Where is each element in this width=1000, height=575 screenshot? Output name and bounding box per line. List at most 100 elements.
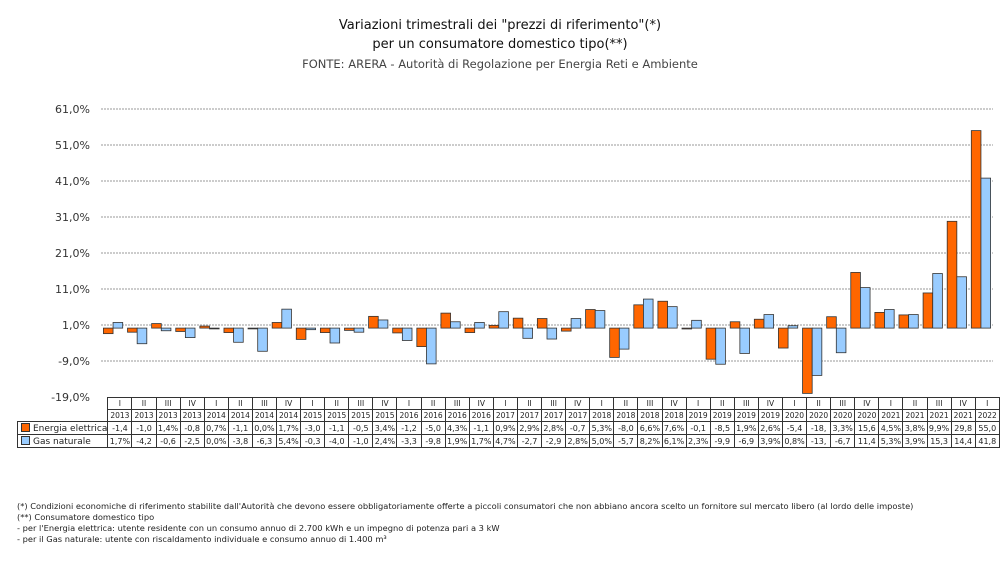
bar-gas-naturale — [329, 327, 341, 344]
year-label: 2020 — [806, 409, 832, 422]
bar-energia-elettrica — [705, 327, 717, 360]
data-cell-energia: 9,9% — [926, 421, 952, 435]
data-cell-gas: -0,6 — [155, 434, 181, 448]
bar-gas-naturale — [474, 322, 485, 329]
year-label: 2015 — [324, 409, 350, 422]
quarter-label: I — [974, 397, 1000, 410]
bar-energia-elettrica — [368, 315, 379, 329]
bar-gas-naturale — [860, 287, 871, 329]
year-label: 2017 — [516, 409, 543, 422]
year-label: 2016 — [420, 409, 446, 422]
quarter-label: I — [685, 397, 711, 410]
data-cell-gas: 1,7% — [107, 434, 133, 448]
data-cell-energia: -1,1 — [468, 421, 494, 435]
bar-energia-elettrica — [898, 314, 910, 329]
data-cell-energia: 1,7% — [276, 421, 302, 435]
data-cell-gas: 5,3% — [878, 434, 904, 448]
year-label: 2013 — [107, 409, 133, 422]
data-cell-energia: -5,0 — [420, 421, 446, 435]
quarter-label: I — [107, 397, 133, 410]
year-label: 2014 — [251, 409, 278, 422]
quarter-label: III — [541, 397, 567, 410]
data-cell-gas: -4,0 — [324, 434, 350, 448]
quarter-label: II — [613, 397, 639, 410]
data-cell-energia: 6,6% — [637, 421, 663, 435]
data-table: I II III IV I II III IV I II III IV I II III IV I II III IV… — [16, 397, 1000, 448]
bar-gas-naturale — [884, 309, 895, 329]
bar-energia-elettrica — [392, 327, 403, 334]
data-cell-energia: -1,2 — [396, 421, 422, 435]
bar-gas-naturale — [691, 319, 702, 329]
quarter-label: III — [733, 397, 759, 410]
bar-gas-naturale — [932, 273, 943, 329]
quarter-label: IV — [179, 397, 205, 410]
quarter-label: I — [396, 397, 422, 410]
data-cell-energia: -1,1 — [324, 421, 350, 435]
data-cell-gas: 5,0% — [589, 434, 615, 448]
bar-energia-elettrica — [271, 322, 283, 329]
bar-gas-naturale — [643, 298, 654, 329]
data-cell-gas: 1,9% — [444, 434, 470, 448]
year-label: 2019 — [733, 409, 759, 422]
bar-gas-naturale — [835, 327, 847, 354]
bar-energia-elettrica — [609, 327, 620, 358]
data-cell-gas: 2,3% — [685, 434, 711, 448]
data-cell-gas: -3,8 — [227, 434, 253, 448]
data-cell-energia: 0,7% — [203, 421, 229, 435]
year-label: 2021 — [878, 409, 904, 422]
bar-energia-elettrica — [488, 324, 500, 329]
series-row-energia: Energia elettrica -1,4 -1,0 1,4% -0,8 0,7% -1… — [16, 421, 1000, 435]
quarter-label: III — [251, 397, 278, 410]
series-row-gas: Gas naturale 1,7% -4,2 -0,6 -2,5 0,0% -3,8 -6,… — [16, 434, 1000, 448]
bar-gas-naturale — [787, 325, 799, 329]
data-cell-gas: -5,7 — [613, 434, 639, 448]
bar-gas-naturale — [908, 314, 919, 329]
bar-gas-naturale — [667, 306, 678, 329]
bar-gas-naturale — [184, 327, 196, 339]
data-cell-gas: 11,4 — [854, 434, 880, 448]
bar-energia-elettrica — [970, 130, 982, 329]
data-cell-gas: 0,0% — [203, 434, 229, 448]
bar-gas-naturale — [426, 327, 437, 365]
quarter-label: III — [155, 397, 181, 410]
data-cell-energia: 3,3% — [830, 421, 856, 435]
data-cell-energia: -18, — [806, 421, 832, 435]
y-axis-ticks: 61,0% 51,0% 41,0% 31,0% 21,0% 11,0% 1,0% -9,0% -… — [51, 103, 90, 404]
bar-energia-elettrica — [753, 318, 765, 329]
year-label: 2014 — [203, 409, 229, 422]
quarter-label: II — [131, 397, 157, 410]
data-cell-gas: -6,9 — [733, 434, 759, 448]
bar-gas-naturale — [160, 327, 172, 332]
data-cell-gas: -6,7 — [830, 434, 856, 448]
data-cell-energia: 2,6% — [757, 421, 783, 435]
data-cell-energia: -1,4 — [107, 421, 133, 435]
y-tick-label: -9,0% — [58, 355, 90, 368]
footnote-3: - per l'Energia elettrica: utente reside… — [17, 523, 500, 533]
data-cell-gas: 3,9% — [757, 434, 783, 448]
bar-energia-elettrica — [633, 304, 644, 329]
data-cell-gas: 15,3 — [926, 434, 952, 448]
year-label: 2014 — [276, 409, 302, 422]
data-cell-gas: -3,3 — [396, 434, 422, 448]
legend-energia-elettrica: Energia elettrica — [16, 421, 109, 435]
y-tick-label: 51,0% — [55, 139, 90, 152]
data-cell-gas: -9,9 — [709, 434, 735, 448]
data-cell-energia: -1,0 — [131, 421, 157, 435]
data-cell-energia: 0,0% — [251, 421, 278, 435]
bar-gas-naturale — [618, 327, 630, 350]
chart-subtitle: per un consumatore domestico tipo(**) — [372, 37, 628, 52]
quarter-row: I II III IV I II III IV I II III IV I II III IV I II III IV… — [18, 397, 1000, 410]
y-tick-label: 21,0% — [55, 247, 90, 260]
year-label: 2019 — [685, 409, 711, 422]
data-cell-gas: 3,9% — [902, 434, 928, 448]
quarter-label: IV — [468, 397, 494, 410]
bar-energia-elettrica — [223, 327, 234, 333]
y-tick-label: 1,0% — [62, 319, 90, 332]
bar-gas-naturale — [594, 310, 606, 329]
bar-energia-elettrica — [247, 327, 259, 330]
data-cell-gas: -6,3 — [251, 434, 278, 448]
footnote-1: (*) Condizioni economiche di riferimento… — [17, 501, 914, 511]
year-label: 2016 — [396, 409, 422, 422]
data-cell-gas: 1,7% — [468, 434, 494, 448]
